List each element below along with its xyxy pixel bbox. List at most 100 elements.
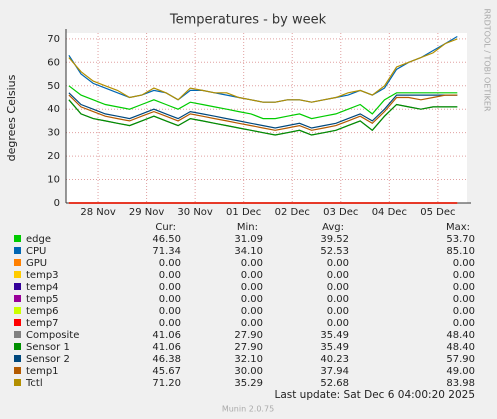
- stat-avg: 35.49: [320, 342, 349, 353]
- legend-swatch: [14, 379, 21, 386]
- stat-cur: 46.38: [152, 354, 181, 365]
- legend-name: CPU: [26, 246, 46, 257]
- x-tick-label: 01 Dec: [226, 207, 261, 218]
- x-tick-label: 02 Dec: [275, 207, 310, 218]
- stat-cur: 41.06: [152, 330, 181, 341]
- series-line: [68, 94, 458, 131]
- stat-avg: 40.23: [320, 354, 349, 365]
- stat-cur: 0.00: [159, 282, 181, 293]
- legend-name: Sensor 2: [26, 354, 70, 365]
- stat-cur: 0.00: [159, 270, 181, 281]
- stat-avg: 0.00: [327, 318, 349, 329]
- stat-avg: 52.68: [320, 378, 349, 389]
- stat-cur: 0.00: [159, 258, 181, 269]
- stat-min: 0.00: [241, 294, 263, 305]
- stat-min: 0.00: [241, 258, 263, 269]
- stat-max: 83.98: [446, 378, 475, 389]
- stat-max: 53.70: [446, 234, 475, 245]
- series-line: [68, 92, 458, 129]
- legend-name: Tctl: [25, 378, 43, 389]
- x-tick-label: 29 Nov: [129, 207, 165, 218]
- legend-name: temp3: [26, 270, 59, 281]
- legend-swatch: [14, 319, 21, 326]
- x-tick-label: 28 Nov: [80, 207, 116, 218]
- stat-min: 27.90: [234, 330, 263, 341]
- legend-name: temp5: [26, 294, 59, 305]
- legend-swatch: [14, 331, 21, 338]
- stat-max: 0.00: [453, 258, 475, 269]
- legend-name: temp7: [26, 318, 59, 329]
- stat-avg: 52.53: [320, 246, 349, 257]
- stat-max: 0.00: [453, 318, 475, 329]
- y-tick-label: 10: [47, 175, 60, 186]
- stat-cur: 71.34: [152, 246, 181, 257]
- x-tick-label: 04 Dec: [372, 207, 407, 218]
- column-header: Max:: [446, 222, 470, 233]
- stat-cur: 71.20: [152, 378, 181, 389]
- stat-max: 49.00: [446, 366, 475, 377]
- x-tick-label: 30 Nov: [177, 207, 213, 218]
- stat-min: 27.90: [234, 342, 263, 353]
- legend-name: temp1: [26, 366, 59, 377]
- credit: Munin 2.0.75: [222, 405, 274, 414]
- legend-swatch: [14, 367, 21, 374]
- legend-name: Sensor 1: [26, 342, 70, 353]
- stat-min: 0.00: [241, 270, 263, 281]
- legend-name: temp6: [26, 306, 59, 317]
- stat-min: 0.00: [241, 306, 263, 317]
- legend-swatch: [14, 343, 21, 350]
- side-label: RRDTOOL / TOBI OETIKER: [483, 8, 492, 111]
- legend-swatch: [14, 259, 21, 266]
- legend-name: temp4: [26, 282, 59, 293]
- legend-swatch: [14, 355, 21, 362]
- y-tick-label: 30: [47, 128, 60, 139]
- stat-min: 31.09: [234, 234, 263, 245]
- stat-cur: 0.00: [159, 294, 181, 305]
- x-tick-label: 03 Dec: [323, 207, 358, 218]
- stat-max: 48.40: [446, 330, 475, 341]
- stat-avg: 0.00: [327, 294, 349, 305]
- chart-title: Temperatures - by week: [169, 13, 327, 28]
- column-header: Cur:: [155, 222, 176, 233]
- y-tick-label: 50: [47, 81, 60, 92]
- stat-max: 0.00: [453, 306, 475, 317]
- column-header: Avg:: [322, 222, 344, 233]
- y-tick-label: 40: [47, 104, 60, 115]
- legend-swatch: [14, 271, 21, 278]
- column-header: Min:: [237, 222, 258, 233]
- stat-avg: 39.52: [320, 234, 349, 245]
- stat-max: 0.00: [453, 270, 475, 281]
- stat-max: 0.00: [453, 294, 475, 305]
- legend-name: Composite: [26, 330, 79, 341]
- legend-swatch: [14, 247, 21, 254]
- y-tick-label: 70: [47, 34, 60, 45]
- stat-cur: 46.50: [152, 234, 181, 245]
- stat-max: 48.40: [446, 342, 475, 353]
- y-tick-label: 20: [47, 151, 60, 162]
- legend-name: edge: [26, 234, 51, 245]
- stat-max: 85.10: [446, 246, 475, 257]
- y-axis-label: degrees Celsius: [5, 74, 18, 161]
- series-line: [68, 99, 458, 136]
- legend-name: GPU: [26, 258, 47, 269]
- stat-min: 34.10: [234, 246, 263, 257]
- stat-min: 0.00: [241, 318, 263, 329]
- stat-avg: 0.00: [327, 306, 349, 317]
- stat-avg: 37.94: [320, 366, 349, 377]
- series-line: [68, 38, 458, 103]
- x-tick-label: 05 Dec: [420, 207, 455, 218]
- stat-avg: 0.00: [327, 282, 349, 293]
- stat-cur: 0.00: [159, 306, 181, 317]
- stat-cur: 45.67: [152, 366, 181, 377]
- series-line: [68, 85, 458, 120]
- legend-swatch: [14, 307, 21, 314]
- stat-avg: 0.00: [327, 258, 349, 269]
- y-tick-label: 0: [54, 198, 60, 209]
- legend-swatch: [14, 235, 21, 242]
- stat-max: 57.90: [446, 354, 475, 365]
- stat-min: 35.29: [234, 378, 263, 389]
- footer: Last update: Sat Dec 6 04:00:20 2025: [274, 389, 475, 401]
- stat-cur: 41.06: [152, 342, 181, 353]
- stat-min: 32.10: [234, 354, 263, 365]
